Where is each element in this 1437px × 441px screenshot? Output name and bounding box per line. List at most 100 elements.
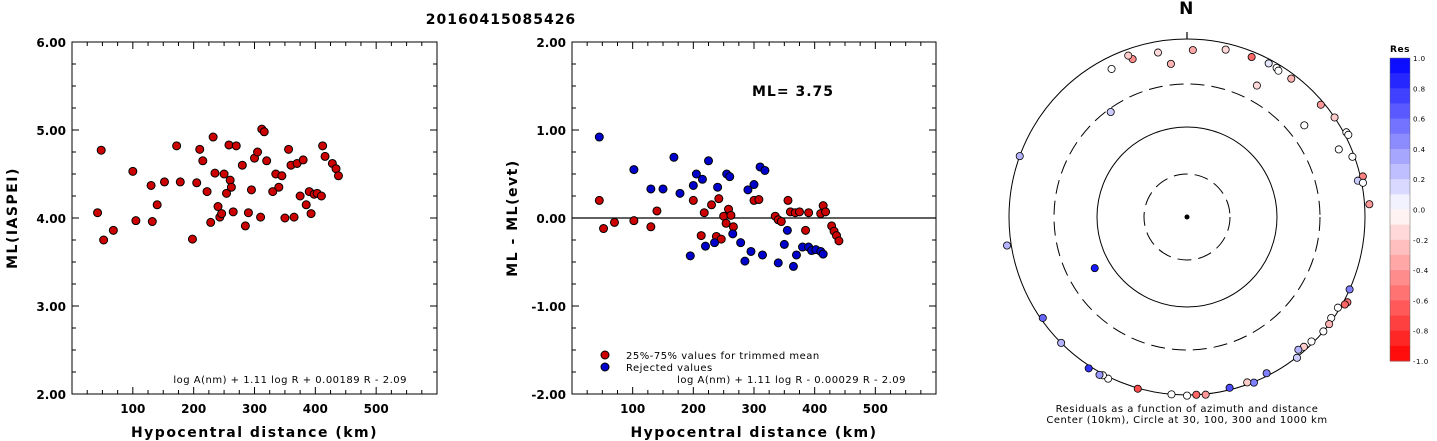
north-label: N: [1179, 0, 1195, 19]
rejected-point: [746, 246, 756, 256]
trimmed-mean-point: [652, 206, 662, 216]
ml-annotation: ML= 3.75: [752, 84, 834, 100]
station-marker: [1334, 145, 1343, 154]
data-point: [280, 213, 290, 223]
y-axis-label: ML(IASPEI): [5, 167, 21, 269]
data-point: [93, 208, 103, 218]
rejected-point: [740, 256, 750, 266]
legend-label: Rejected values: [626, 363, 713, 374]
trimmed-mean-point: [629, 216, 639, 226]
rejected-point: [704, 156, 713, 166]
legend-marker: [600, 362, 610, 372]
rejected-point: [675, 188, 685, 198]
station-marker: [1107, 64, 1116, 73]
station-marker: [1345, 285, 1354, 294]
colorbar-segment: [1390, 285, 1410, 301]
colorbar-tick-label: 0.0: [1413, 207, 1426, 215]
y-tick-label: 2.00: [36, 388, 66, 402]
y-tick-label: 1.00: [536, 124, 566, 138]
data-point: [268, 187, 278, 197]
trimmed-mean-point: [795, 207, 804, 217]
station-marker: [1252, 81, 1261, 90]
station-marker: [1325, 320, 1334, 329]
data-point: [99, 235, 109, 245]
data-point: [320, 151, 330, 161]
rejected-point: [749, 180, 759, 190]
station-marker: [1084, 364, 1093, 373]
figure-title: 20160415085426: [426, 12, 576, 28]
data-point: [298, 155, 308, 165]
rejected-point: [788, 261, 798, 271]
colorbar-tick-label: -0.2: [1413, 237, 1429, 245]
station-marker: [1344, 130, 1353, 139]
colorbar-tick-label: 0.2: [1413, 176, 1426, 184]
station-marker: [1292, 353, 1301, 362]
station-marker: [1294, 345, 1303, 354]
colorbar-segment: [1390, 330, 1410, 347]
x-tick-label: 200: [181, 402, 206, 416]
colorbar-segment: [1390, 88, 1410, 104]
rejected-point: [629, 165, 639, 175]
station-marker: [1330, 113, 1339, 122]
colorbar-segment: [1390, 209, 1410, 226]
colorbar-segment: [1390, 270, 1410, 286]
rejected-point: [697, 174, 707, 184]
colorbar-tick-label: 0.8: [1413, 85, 1426, 93]
colorbar-segment: [1390, 164, 1410, 180]
colorbar-segment: [1390, 224, 1410, 241]
station-marker: [1192, 390, 1201, 399]
data-point: [192, 178, 202, 188]
rejected-point: [685, 251, 695, 261]
data-point: [295, 191, 305, 201]
station-marker: [1358, 178, 1367, 187]
station-marker: [1243, 378, 1252, 387]
data-point: [152, 200, 162, 210]
trimmed-mean-point: [696, 231, 706, 241]
data-point: [146, 180, 156, 190]
rejected-point: [713, 182, 723, 192]
station-marker: [1319, 327, 1328, 336]
y-tick-label: 3.00: [36, 300, 66, 314]
y-tick-label: 5.00: [36, 124, 66, 138]
polar-caption-line2: Center (10km), Circle at 30, 100, 300 an…: [1046, 415, 1327, 426]
data-point: [198, 156, 208, 166]
y-tick-label: 0.00: [536, 212, 566, 226]
colorbar-segment: [1390, 345, 1410, 362]
colorbar-segment: [1390, 73, 1410, 89]
rejected-point: [658, 184, 668, 194]
data-point: [237, 160, 247, 170]
station-marker: [1316, 100, 1325, 109]
y-tick-label: 6.00: [36, 36, 66, 50]
data-point: [277, 171, 287, 181]
station-marker: [1188, 46, 1197, 55]
data-point: [228, 207, 238, 217]
x-tick-label: 400: [303, 402, 328, 416]
station-marker: [1015, 152, 1024, 161]
station-marker: [1166, 59, 1175, 68]
formula-label: log A(nm) + 1.11 log R + 0.00189 R - 2.0…: [173, 375, 407, 386]
trimmed-mean-point: [688, 195, 698, 205]
station-marker: [1167, 390, 1176, 399]
station-marker: [1003, 241, 1012, 250]
station-marker: [1153, 48, 1162, 57]
rejected-point: [646, 184, 656, 194]
colorbar-segment: [1390, 133, 1410, 150]
station-marker: [1287, 74, 1296, 83]
station-marker: [1365, 200, 1374, 209]
data-point: [208, 132, 218, 142]
data-point: [172, 141, 182, 151]
station-marker: [1106, 107, 1115, 116]
station-marker: [1274, 66, 1283, 75]
data-point: [213, 202, 223, 212]
station-marker: [1038, 313, 1047, 322]
rejected-point: [594, 132, 604, 142]
rejected-point: [691, 169, 701, 179]
y-tick-label: 2.00: [536, 36, 566, 50]
distance-ring: [1143, 173, 1231, 261]
trimmed-mean-point: [721, 218, 731, 228]
rejected-point: [728, 229, 738, 239]
data-point: [301, 200, 311, 210]
data-point: [159, 177, 169, 187]
data-point: [210, 168, 220, 178]
station-marker: [1183, 391, 1192, 400]
